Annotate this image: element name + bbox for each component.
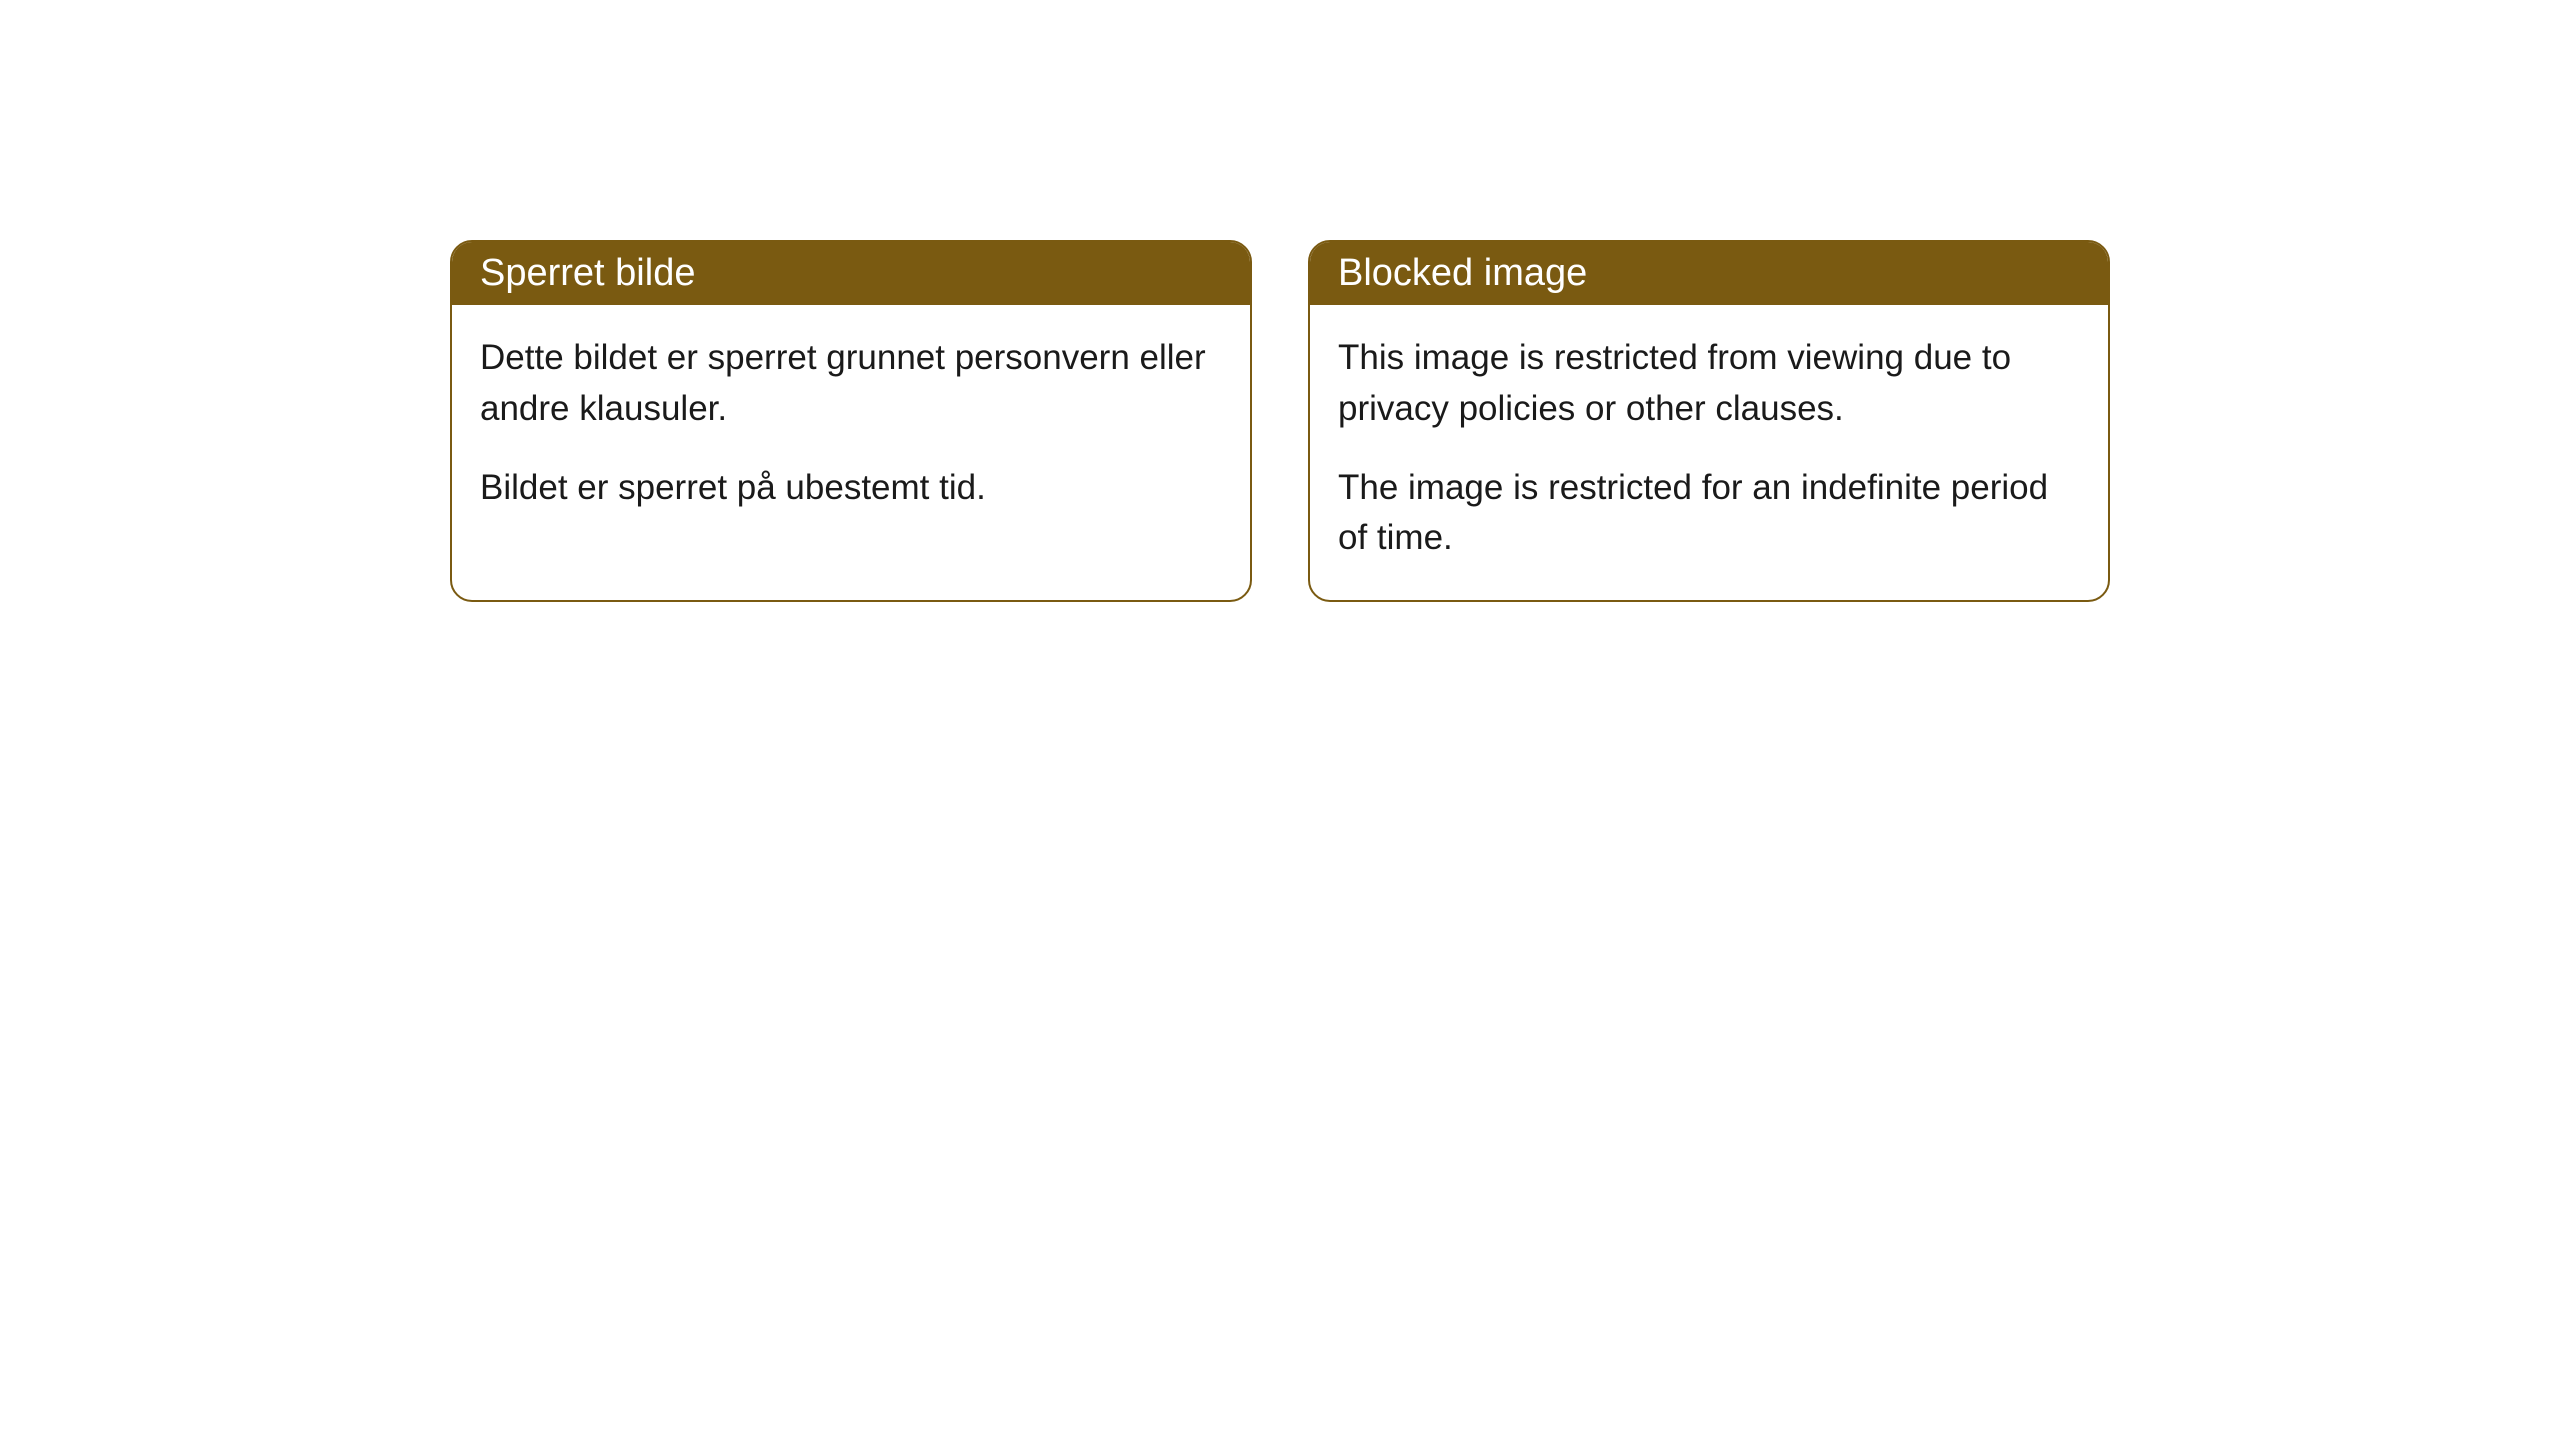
- card-paragraph-2-english: The image is restricted for an indefinit…: [1338, 463, 2080, 565]
- card-body-norwegian: Dette bildet er sperret grunnet personve…: [452, 305, 1250, 549]
- card-paragraph-1-english: This image is restricted from viewing du…: [1338, 333, 2080, 435]
- card-paragraph-2-norwegian: Bildet er sperret på ubestemt tid.: [480, 463, 1222, 514]
- card-title-english: Blocked image: [1310, 242, 2108, 305]
- card-paragraph-1-norwegian: Dette bildet er sperret grunnet personve…: [480, 333, 1222, 435]
- blocked-image-card-norwegian: Sperret bilde Dette bildet er sperret gr…: [450, 240, 1252, 602]
- card-body-english: This image is restricted from viewing du…: [1310, 305, 2108, 600]
- card-title-norwegian: Sperret bilde: [452, 242, 1250, 305]
- blocked-image-card-english: Blocked image This image is restricted f…: [1308, 240, 2110, 602]
- notice-container: Sperret bilde Dette bildet er sperret gr…: [0, 0, 2560, 602]
